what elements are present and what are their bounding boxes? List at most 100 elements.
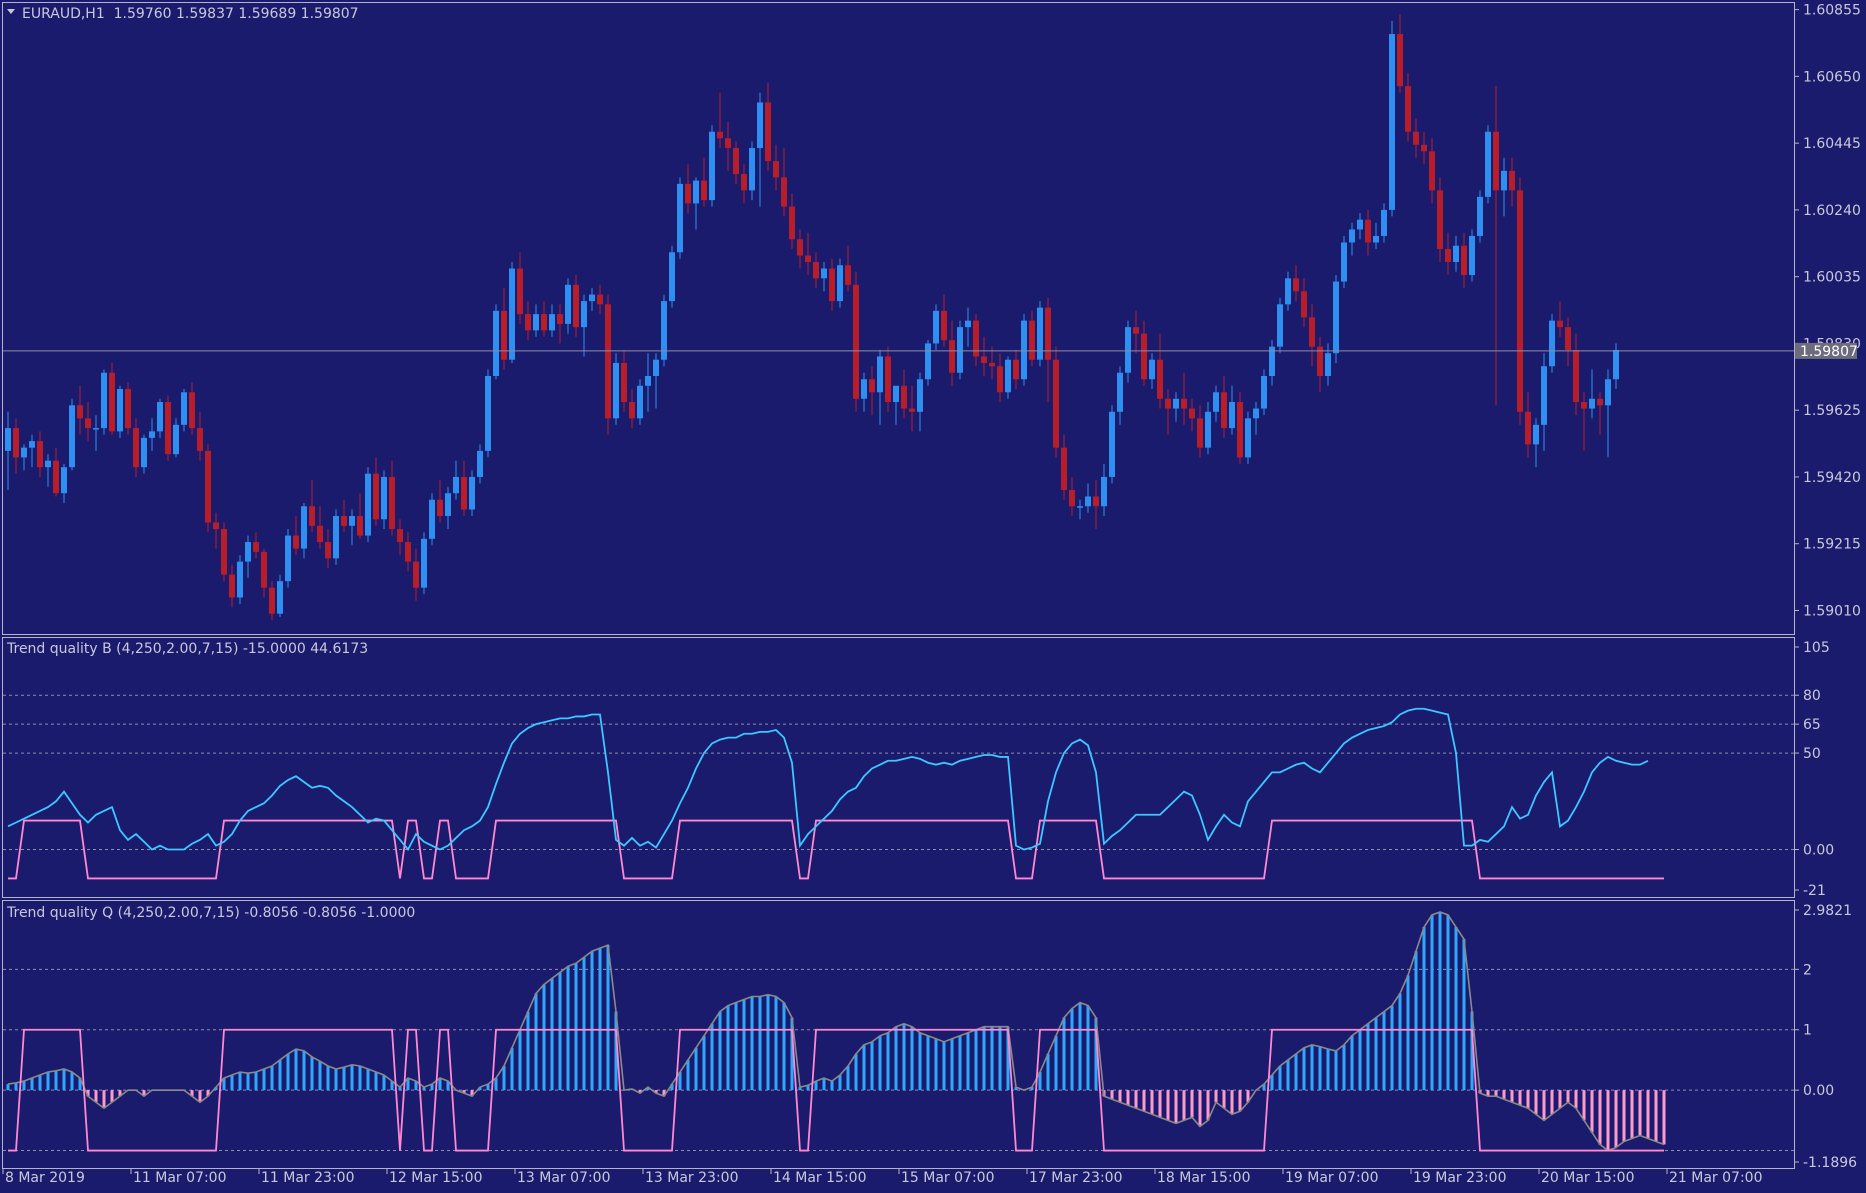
candle-body [1485,131,1491,197]
candle-body [1525,411,1531,445]
candle-body [1541,366,1547,425]
candle-body [629,402,635,419]
candle-body [805,255,811,263]
candle-body [1285,278,1291,305]
time-label: 8 Mar 2019 [5,1170,85,1186]
candle-body [717,131,723,139]
candle-body [733,148,739,175]
candle-body [1309,317,1315,347]
candle-body [1421,144,1427,152]
indicator-b-scale-label: 0.00 [1803,843,1834,859]
candle-body [773,161,779,178]
candle-body [205,450,211,523]
candle-body [749,148,755,191]
candle-body [1141,333,1147,380]
candle-body [709,131,715,201]
candle-body [357,516,363,536]
candle-body [117,389,123,432]
candle-body [821,268,827,279]
candle-body [13,428,19,458]
candle-body [93,428,99,430]
candle-body [1293,278,1299,292]
candle-body [437,499,443,517]
candle-body [1085,496,1091,507]
candle-body [1469,235,1475,276]
candle-body [1389,34,1395,210]
indicator-q-scale-label: 2 [1803,962,1812,978]
time-label: 17 Mar 23:00 [1029,1170,1122,1186]
candle-body [333,516,339,559]
candle-body [1349,229,1355,243]
candle-body [1501,170,1507,191]
indicator-q-scale-label: 0.00 [1803,1083,1834,1099]
candle-body [653,359,659,376]
candle-body [957,327,963,373]
indicator-b-scale-label: 105 [1803,640,1830,656]
candle-body [101,372,107,429]
candle-body [141,437,147,468]
candle-body [661,301,667,360]
candle-body [1517,190,1523,412]
candle-body [549,314,555,331]
indicator-b-trend-line [7,707,1649,852]
candle-body [317,525,323,543]
candle-body [1317,346,1323,376]
candle-body [1413,131,1419,145]
candle-body [445,493,451,517]
candle-body [741,174,747,191]
candle-body [1069,489,1075,507]
candle-body [349,516,355,526]
candle-body [37,441,43,468]
candle-body [45,460,51,468]
price-label: 1.59420 [1803,470,1861,486]
candle-body [429,499,435,539]
candle-body [1109,411,1115,477]
candle-body [853,284,859,399]
candle-body [973,320,979,357]
candle-body [645,375,651,386]
price-label: 1.60855 [1803,3,1861,19]
price-label: 1.60445 [1803,136,1861,152]
candle-body [1149,359,1155,380]
candle-body [1437,190,1443,249]
candle-body [1029,320,1035,360]
triangle-down-icon[interactable] [7,9,15,14]
candle-body [1605,379,1611,406]
candle-body [173,424,179,455]
candle-body [1005,359,1011,393]
candle-body [1053,359,1059,448]
candle-body [909,408,915,412]
candle-body [1341,242,1347,282]
candle-body [1589,398,1595,409]
candle-body [165,402,171,455]
indicator-b-frame [2,637,1795,898]
candle-body [229,574,235,598]
candlestick-series [5,14,1619,621]
time-label: 19 Mar 23:00 [1413,1170,1506,1186]
indicator-q-axis: 2.9821 2 1 0.00 -1.1896 [1795,903,1857,1171]
candle-body [1021,320,1027,380]
candle-body [637,385,643,419]
indicator-q-scale-label: 1 [1803,1023,1812,1039]
candle-body [893,385,899,403]
candle-body [157,402,163,432]
candle-body [269,587,275,614]
candle-body [61,467,67,494]
candle-body [53,460,59,494]
time-label: 11 Mar 07:00 [133,1170,226,1186]
candle-body [901,385,907,409]
indicator-b-axis: 105 80 65 50 0.00 -21 [1795,640,1834,899]
candle-body [781,177,787,207]
candle-body [813,262,819,279]
candle-body [133,428,139,468]
candle-body [573,284,579,328]
candle-body [997,366,1003,393]
candle-body [1301,291,1307,318]
candle-body [21,447,27,458]
indicator-b-scale-label: 50 [1803,746,1821,762]
candle-body [253,542,259,552]
candle-body [309,506,315,526]
candle-body [1061,447,1067,490]
candle-body [77,405,83,419]
